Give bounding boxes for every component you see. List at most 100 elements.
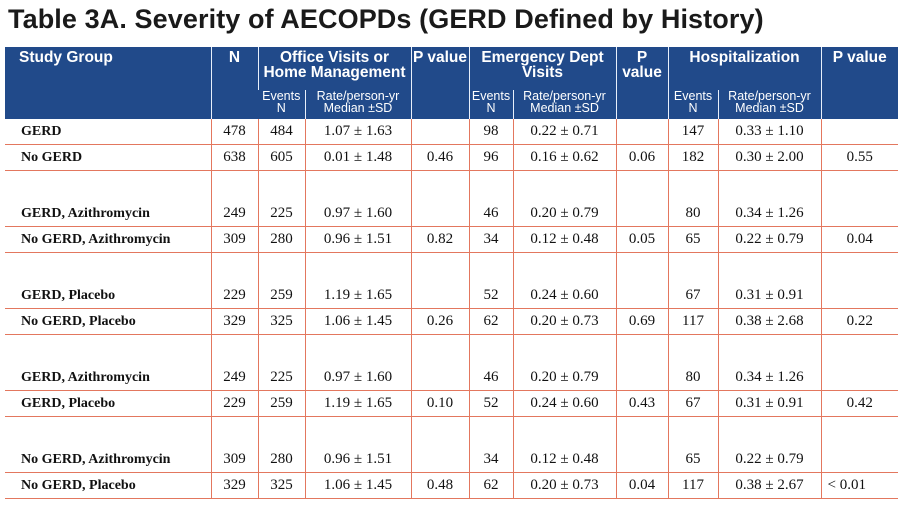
emergency-events-cell: 62 — [468, 472, 513, 499]
hospital-p-cell: 0.04 — [820, 226, 899, 253]
hospital-events-cell: 117 — [667, 308, 719, 335]
emergency-rate-cell: 0.20 ± 0.79 — [512, 170, 617, 227]
office-events-cell: 225 — [257, 334, 305, 391]
office-rate-cell: 0.97 ± 1.60 — [304, 170, 411, 227]
emergency-events-cell: 46 — [468, 170, 513, 227]
office-events-cell: 225 — [257, 170, 305, 227]
study-group-cell: GERD — [5, 119, 211, 145]
n-cell: 329 — [210, 308, 258, 335]
office-p-cell: 0.10 — [410, 390, 469, 417]
office-p-cell — [410, 170, 469, 227]
table-row: No GERD, Azithromycin 309 280 0.96 ± 1.5… — [5, 226, 899, 253]
hospital-rate-cell: 0.30 ± 2.00 — [717, 144, 822, 171]
study-group-cell: No GERD, Placebo — [5, 472, 211, 499]
hospital-events-cell: 67 — [667, 390, 719, 417]
emergency-rate-cell: 0.20 ± 0.79 — [512, 334, 617, 391]
office-events-cell: 484 — [257, 119, 305, 145]
emergency-p-cell — [615, 334, 669, 391]
header-hospital-events: Events N — [667, 90, 719, 119]
emergency-events-cell: 46 — [468, 334, 513, 391]
header-office-visits: Office Visits or Home Management — [257, 47, 411, 90]
study-group-cell: No GERD, Azithromycin — [5, 226, 211, 253]
emergency-p-cell — [615, 170, 669, 227]
office-p-cell: 0.48 — [410, 472, 469, 499]
emergency-events-cell: 52 — [468, 252, 513, 309]
office-rate-cell: 0.96 ± 1.51 — [304, 226, 411, 253]
header-emergency-rate: Rate/person-yr Median ±SD — [512, 90, 617, 119]
hospital-rate-cell: 0.33 ± 1.10 — [717, 119, 822, 145]
emergency-rate-cell: 0.12 ± 0.48 — [512, 226, 617, 253]
table-row: GERD, Placebo 229 259 1.19 ± 1.65 52 0.2… — [5, 252, 899, 309]
hospital-events-cell: 182 — [667, 144, 719, 171]
header-hospital-rate: Rate/person-yr Median ±SD — [717, 90, 822, 119]
header-emergency: Emergency Dept Visits — [468, 47, 617, 90]
n-cell: 229 — [210, 390, 258, 417]
office-rate-cell: 1.06 ± 1.45 — [304, 308, 411, 335]
office-p-cell — [410, 119, 469, 145]
header-p-value-office: P value — [410, 47, 469, 119]
header-hospitalization: Hospitalization — [667, 47, 822, 90]
n-cell: 309 — [210, 226, 258, 253]
hospital-events-cell: 80 — [667, 334, 719, 391]
emergency-rate-cell: 0.24 ± 0.60 — [512, 252, 617, 309]
header-office-events: Events N — [258, 90, 305, 119]
hospital-p-cell — [820, 170, 899, 227]
office-events-cell: 259 — [257, 252, 305, 309]
office-events-cell: 280 — [257, 416, 305, 473]
hospital-p-cell — [820, 119, 899, 145]
header-emergency-events: Events N — [468, 90, 513, 119]
n-cell: 638 — [210, 144, 258, 171]
emergency-rate-cell: 0.12 ± 0.48 — [512, 416, 617, 473]
emergency-events-cell: 96 — [468, 144, 513, 171]
emergency-events-cell: 52 — [468, 390, 513, 417]
hospital-p-cell: 0.42 — [820, 390, 899, 417]
emergency-events-cell: 34 — [468, 416, 513, 473]
emergency-p-cell: 0.05 — [615, 226, 669, 253]
emergency-p-cell: 0.04 — [615, 472, 669, 499]
hospital-rate-cell: 0.34 ± 1.26 — [717, 170, 822, 227]
emergency-rate-cell: 0.16 ± 0.62 — [512, 144, 617, 171]
emergency-events-cell: 62 — [468, 308, 513, 335]
header-p-value-emergency: P value — [615, 47, 669, 119]
n-cell: 478 — [210, 119, 258, 145]
office-rate-cell: 0.96 ± 1.51 — [304, 416, 411, 473]
office-events-cell: 259 — [257, 390, 305, 417]
hospital-rate-cell: 0.22 ± 0.79 — [717, 226, 822, 253]
table-row: No GERD 638 605 0.01 ± 1.48 0.46 96 0.16… — [5, 144, 899, 171]
hospital-p-cell: 0.55 — [820, 144, 899, 171]
n-cell: 329 — [210, 472, 258, 499]
emergency-rate-cell: 0.22 ± 0.71 — [512, 119, 617, 145]
table-row: GERD, Azithromycin 249 225 0.97 ± 1.60 4… — [5, 170, 899, 227]
office-p-cell — [410, 416, 469, 473]
header-n: N — [210, 47, 258, 119]
office-events-cell: 325 — [257, 308, 305, 335]
table-row: No GERD, Placebo 329 325 1.06 ± 1.45 0.2… — [5, 308, 899, 335]
hospital-events-cell: 117 — [667, 472, 719, 499]
n-cell: 309 — [210, 416, 258, 473]
study-group-cell: GERD, Azithromycin — [5, 170, 211, 227]
table-title: Table 3A. Severity of AECOPDs (GERD Defi… — [8, 4, 764, 34]
office-rate-cell: 1.06 ± 1.45 — [304, 472, 411, 499]
hospital-rate-cell: 0.38 ± 2.67 — [717, 472, 822, 499]
hospital-p-cell — [820, 334, 899, 391]
office-events-cell: 605 — [257, 144, 305, 171]
study-group-cell: No GERD — [5, 144, 211, 171]
office-rate-cell: 1.07 ± 1.63 — [304, 119, 411, 145]
table-row: GERD, Placebo 229 259 1.19 ± 1.65 0.10 5… — [5, 390, 899, 417]
emergency-p-cell — [615, 416, 669, 473]
emergency-p-cell: 0.43 — [615, 390, 669, 417]
hospital-events-cell: 80 — [667, 170, 719, 227]
hospital-events-cell: 147 — [667, 119, 719, 145]
emergency-p-cell: 0.06 — [615, 144, 669, 171]
header-office-rate: Rate/person-yr Median ±SD — [304, 90, 411, 119]
office-p-cell: 0.46 — [410, 144, 469, 171]
hospital-rate-cell: 0.38 ± 2.68 — [717, 308, 822, 335]
table-header: Study Group N Office Visits or Home Mana… — [5, 47, 899, 119]
emergency-events-cell: 98 — [468, 119, 513, 145]
hospital-p-cell: 0.22 — [820, 308, 899, 335]
table-row: GERD 478 484 1.07 ± 1.63 98 0.22 ± 0.71 … — [5, 119, 899, 145]
n-cell: 249 — [210, 334, 258, 391]
hospital-p-cell — [820, 416, 899, 473]
hospital-rate-cell: 0.31 ± 0.91 — [717, 390, 822, 417]
table-row: No GERD, Azithromycin 309 280 0.96 ± 1.5… — [5, 416, 899, 473]
